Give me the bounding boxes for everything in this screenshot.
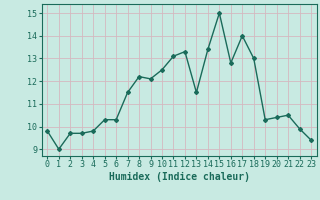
X-axis label: Humidex (Indice chaleur): Humidex (Indice chaleur) (109, 172, 250, 182)
